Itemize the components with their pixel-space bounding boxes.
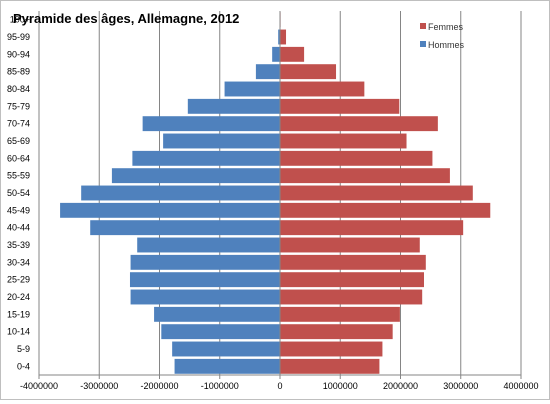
y-tick-label: 90-94 — [7, 49, 30, 59]
bar-hommes-25-29 — [129, 272, 280, 288]
y-tick-label: 15-19 — [7, 309, 30, 319]
bars — [60, 12, 491, 374]
bar-femmes-85-89 — [280, 64, 337, 80]
bar-femmes-90-94 — [280, 46, 305, 62]
bar-hommes-45-49 — [60, 202, 281, 218]
bar-hommes-0-4 — [174, 358, 280, 374]
y-tick-label: 40-44 — [7, 223, 30, 233]
bar-femmes-40-44 — [280, 220, 464, 236]
bar-femmes-10-14 — [280, 324, 393, 340]
x-tick-label: 1000000 — [323, 381, 358, 391]
bar-femmes-15-19 — [280, 306, 400, 322]
bar-hommes-35-39 — [137, 237, 280, 253]
x-tick-label: 0 — [277, 381, 282, 391]
bar-femmes-65-69 — [280, 133, 407, 149]
y-tick-label: 75-79 — [7, 101, 30, 111]
x-tick-label: -1000000 — [201, 381, 239, 391]
y-tick-label: 50-54 — [7, 188, 30, 198]
bar-hommes-40-44 — [90, 220, 281, 236]
y-tick-label: 35-39 — [7, 240, 30, 250]
y-tick-label: 5-9 — [17, 344, 30, 354]
bar-hommes-60-64 — [132, 150, 280, 166]
bar-femmes-80-84 — [280, 81, 365, 97]
bar-hommes-10-14 — [161, 324, 280, 340]
bar-femmes-30-34 — [280, 254, 426, 270]
y-tick-label: 30-34 — [7, 257, 30, 267]
y-tick-label: 85-89 — [7, 67, 30, 77]
bar-hommes-70-74 — [142, 116, 280, 132]
y-tick-label: 45-49 — [7, 205, 30, 215]
bar-hommes-85-89 — [255, 64, 280, 80]
bar-hommes-15-19 — [154, 306, 280, 322]
x-tick-label: -2000000 — [140, 381, 178, 391]
chart-title: Pyramide des âges, Allemagne, 2012 — [13, 11, 239, 26]
bar-femmes-60-64 — [280, 150, 433, 166]
x-tick-label: -4000000 — [20, 381, 58, 391]
y-tick-label: 10-14 — [7, 327, 30, 337]
legend-label-hommes: Hommes — [428, 40, 465, 50]
bar-hommes-65-69 — [163, 133, 280, 149]
y-tick-label: 0-4 — [17, 361, 30, 371]
legend-swatch-femmes — [420, 23, 426, 29]
bar-femmes-25-29 — [280, 272, 424, 288]
bar-hommes-30-34 — [130, 254, 280, 270]
y-tick-label: 20-24 — [7, 292, 30, 302]
bar-femmes-35-39 — [280, 237, 420, 253]
legend-swatch-hommes — [420, 41, 426, 47]
bar-femmes-5-9 — [280, 341, 383, 357]
x-tick-label: 3000000 — [443, 381, 478, 391]
bar-femmes-95-99 — [280, 29, 287, 45]
bar-hommes-95-99 — [278, 29, 280, 45]
y-tick-label: 65-69 — [7, 136, 30, 146]
y-tick-label: 70-74 — [7, 119, 30, 129]
bar-femmes-55-59 — [280, 168, 450, 184]
axes: -4000000 -3000000 -2000000 -1000000 0 1000000… — [7, 11, 539, 391]
bar-femmes-50-54 — [280, 185, 473, 201]
bar-femmes-20-24 — [280, 289, 423, 305]
y-tick-label: 80-84 — [7, 84, 30, 94]
x-tick-label: 2000000 — [383, 381, 418, 391]
bar-femmes-0-4 — [280, 358, 380, 374]
legend: Femmes Hommes — [420, 22, 465, 50]
bar-hommes-75-79 — [187, 98, 280, 114]
y-tick-label: 25-29 — [7, 275, 30, 285]
bar-femmes-45-49 — [280, 202, 491, 218]
bar-hommes-5-9 — [172, 341, 280, 357]
y-tick-label: 100+ — [10, 15, 30, 25]
bar-hommes-50-54 — [81, 185, 280, 201]
bar-hommes-55-59 — [111, 168, 280, 184]
bar-hommes-90-94 — [272, 46, 280, 62]
bar-femmes-75-79 — [280, 98, 400, 114]
bar-femmes-70-74 — [280, 116, 438, 132]
y-tick-label: 55-59 — [7, 171, 30, 181]
y-tick-label: 60-64 — [7, 153, 30, 163]
y-tick-label: 95-99 — [7, 32, 30, 42]
bar-hommes-80-84 — [224, 81, 280, 97]
legend-label-femmes: Femmes — [428, 22, 464, 32]
x-tick-label: -3000000 — [80, 381, 118, 391]
bar-hommes-20-24 — [130, 289, 280, 305]
x-tick-label: 4000000 — [503, 381, 538, 391]
